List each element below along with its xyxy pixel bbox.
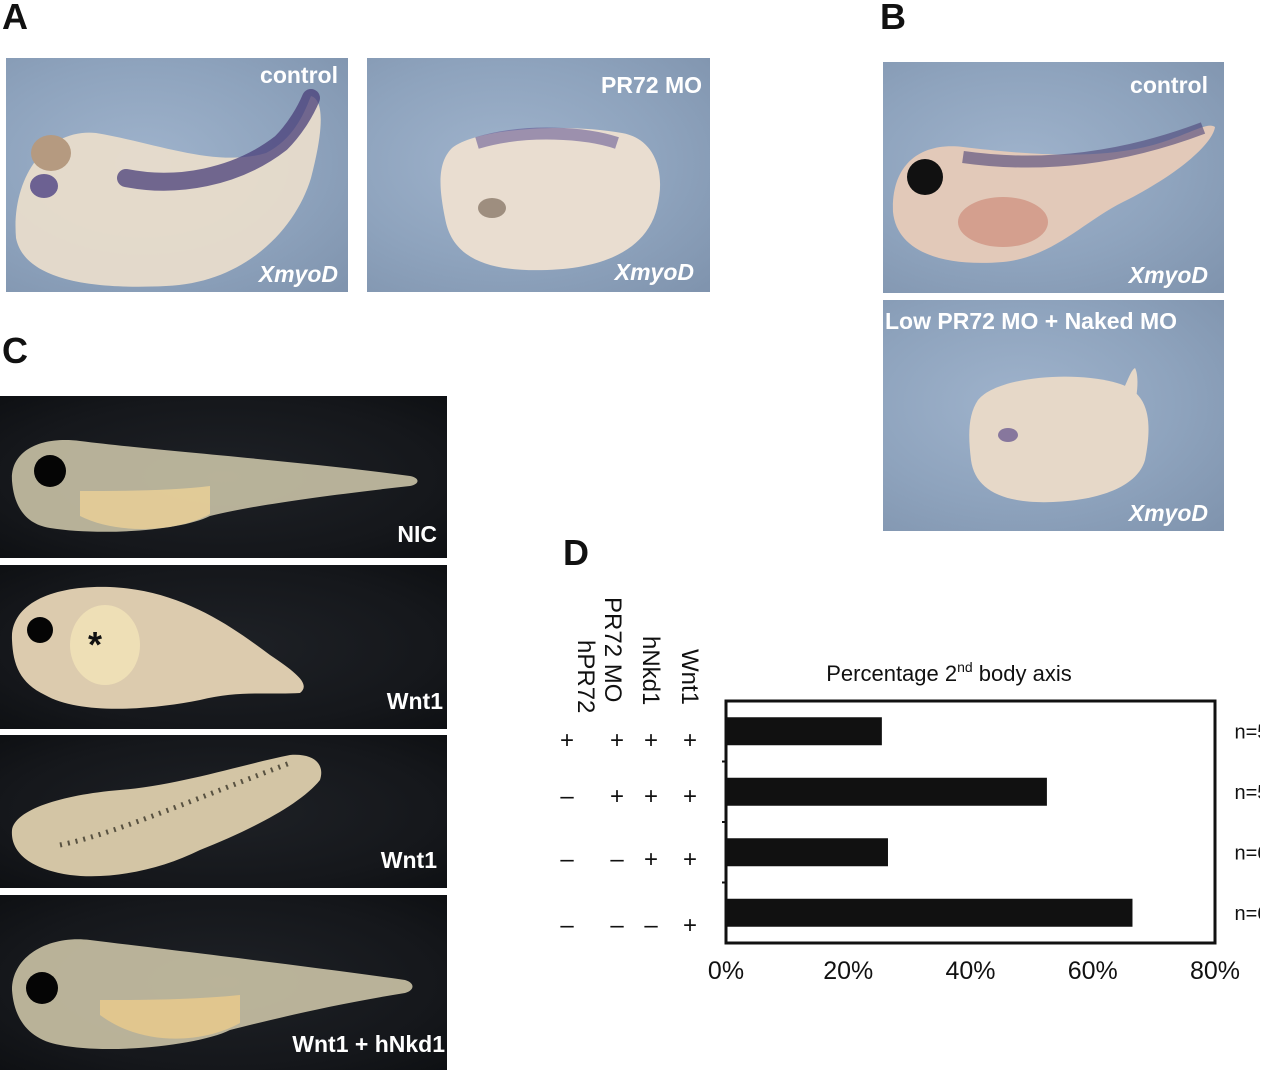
n-label-3: n=64 bbox=[1234, 842, 1260, 864]
panel-a-control-photo: control XmyoD bbox=[6, 58, 348, 292]
matrix-cell: + bbox=[683, 912, 697, 939]
x-tick-label: 0% bbox=[708, 957, 744, 985]
panel-c-wnt1-hnkd1-photo: Wnt1 + hNkd1 bbox=[0, 895, 447, 1070]
matrix-cell: – bbox=[610, 846, 624, 873]
chart-title: Percentage 2nd body axis bbox=[826, 659, 1072, 686]
header-hnkd1: hNkd1 bbox=[637, 636, 664, 705]
panel-b-low-pr72-photo: Low PR72 MO + Naked MO XmyoD bbox=[883, 300, 1224, 531]
panel-d-chart: hPR72 PR72 MO hNkd1 Wnt1 + + + + – + + +… bbox=[560, 597, 1260, 985]
bar-3 bbox=[726, 838, 888, 867]
n-labels: n=50 n=52 n=64 n=61 bbox=[1234, 721, 1260, 925]
chart-title-end: body axis bbox=[973, 661, 1072, 686]
matrix-cell: – bbox=[610, 912, 624, 939]
condition-label: PR72 MO bbox=[601, 72, 702, 98]
panel-c-wnt1-photo-1: * Wnt1 bbox=[0, 565, 447, 729]
panel-b-letter: B bbox=[880, 0, 906, 37]
header-pr72-mo: PR72 MO bbox=[599, 597, 626, 702]
matrix-cell: + bbox=[610, 727, 624, 754]
matrix-cell: – bbox=[560, 783, 574, 810]
marker-label: XmyoD bbox=[258, 261, 338, 287]
matrix-cell: + bbox=[683, 727, 697, 754]
embryo-image bbox=[12, 939, 413, 1050]
panel-a-pr72mo-photo: PR72 MO XmyoD bbox=[367, 58, 710, 292]
n-label-4: n=61 bbox=[1234, 903, 1260, 925]
chart-title-main: Percentage 2 bbox=[826, 661, 957, 686]
treatment-matrix: + + + + – + + + – – + + – – – + bbox=[560, 727, 697, 939]
matrix-cell: + bbox=[610, 783, 624, 810]
header-hpr72: hPR72 bbox=[572, 640, 599, 713]
matrix-cell: + bbox=[683, 846, 697, 873]
row-label: Wnt1 bbox=[380, 847, 437, 873]
embryo-image bbox=[11, 440, 418, 532]
chart-title-superscript: nd bbox=[957, 659, 973, 675]
matrix-cell: + bbox=[644, 727, 658, 754]
panel-c-letter: C bbox=[2, 330, 28, 371]
panel-b-control-photo: control XmyoD bbox=[883, 62, 1224, 293]
condition-label: control bbox=[1130, 72, 1208, 98]
row-label: NIC bbox=[397, 521, 437, 547]
bar-1 bbox=[726, 717, 882, 746]
embryo-image bbox=[15, 89, 321, 287]
bar-2 bbox=[726, 777, 1047, 806]
embryo-image bbox=[440, 127, 661, 271]
condition-label: control bbox=[260, 62, 338, 88]
matrix-cell: + bbox=[644, 783, 658, 810]
marker-label: XmyoD bbox=[1128, 262, 1208, 288]
x-tick-label: 80% bbox=[1190, 957, 1240, 985]
embryo-image bbox=[892, 122, 1215, 263]
x-tick-label: 60% bbox=[1068, 957, 1118, 985]
panel-c-wnt1-photo-2: Wnt1 bbox=[0, 735, 447, 888]
matrix-cell: – bbox=[644, 912, 658, 939]
y-tick-marks bbox=[722, 760, 726, 884]
embryo-image bbox=[11, 754, 322, 877]
panel-a-letter: A bbox=[2, 0, 28, 37]
matrix-cell: – bbox=[560, 846, 574, 873]
x-tick-label: 20% bbox=[823, 957, 873, 985]
matrix-cell: + bbox=[560, 727, 574, 754]
x-tick-label: 40% bbox=[945, 957, 995, 985]
marker-label: XmyoD bbox=[1128, 500, 1208, 526]
embryo-image bbox=[969, 368, 1149, 503]
panel-d-letter: D bbox=[563, 532, 589, 573]
asterisk-annotation: * bbox=[88, 624, 102, 665]
row-label: Wnt1 + hNkd1 bbox=[292, 1031, 445, 1057]
column-headers: hPR72 PR72 MO hNkd1 Wnt1 bbox=[572, 597, 703, 713]
matrix-cell: + bbox=[644, 846, 658, 873]
bars-group bbox=[726, 717, 1133, 927]
panel-c-nic-photo: NIC bbox=[0, 396, 447, 558]
x-tick-labels: 0% 20% 40% 60% 80% bbox=[708, 957, 1240, 985]
n-label-1: n=50 bbox=[1234, 721, 1260, 743]
n-label-2: n=52 bbox=[1234, 782, 1260, 804]
matrix-cell: – bbox=[560, 912, 574, 939]
embryo-image: * bbox=[11, 586, 304, 709]
marker-label: XmyoD bbox=[614, 259, 694, 285]
condition-label: Low PR72 MO + Naked MO bbox=[885, 308, 1178, 334]
row-label: Wnt1 bbox=[386, 688, 443, 714]
matrix-cell: + bbox=[683, 783, 697, 810]
header-wnt1: Wnt1 bbox=[676, 649, 703, 705]
bar-4 bbox=[726, 898, 1133, 927]
